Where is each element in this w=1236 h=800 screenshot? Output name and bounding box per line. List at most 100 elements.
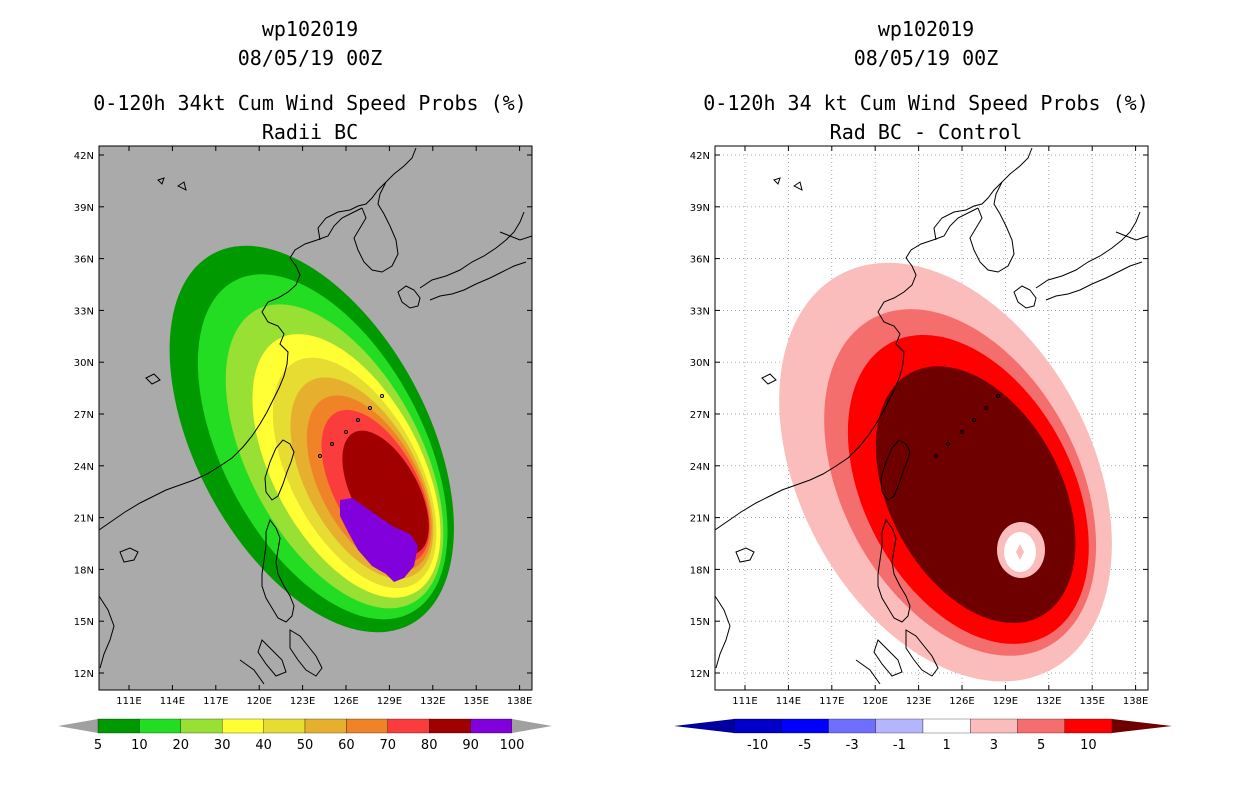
left-colorbar-bin: [97, 718, 140, 734]
right-lat-label: 21N: [690, 514, 710, 525]
right-title-date: 08/05/19 00Z: [853, 46, 999, 70]
left-colorbar-label: 60: [338, 738, 355, 753]
left-colorbar-label: 80: [421, 738, 438, 753]
left-colorbar-label: 90: [462, 738, 479, 753]
right-colorbar-label: -10: [747, 738, 768, 753]
right-axes: 42N 39N 36N 33N 30N 27N 24N 21N 18N 15N 12N 111E 114…: [690, 146, 1148, 707]
right-title-storm: wp102019: [877, 17, 975, 41]
right-colorbar-bin: [781, 718, 829, 734]
right-colorbar-label: 5: [1037, 738, 1045, 753]
left-colorbar-label: 100: [500, 738, 525, 753]
left-lat-label: 39N: [74, 203, 94, 214]
right-lon-label: 117E: [819, 696, 844, 707]
left-colorbar-bin: [263, 718, 306, 734]
right-colorbar-bin: [875, 718, 924, 734]
left-lat-label: 42N: [74, 151, 94, 162]
right-colorbar-bin: [1064, 718, 1113, 734]
right-lon-label: 126E: [949, 696, 974, 707]
left-colorbar-arrow-low: [58, 719, 98, 733]
right-colorbar-arrow-low: [674, 719, 734, 733]
right-colorbar-label: -5: [798, 738, 811, 753]
left-colorbar-bin: [222, 718, 264, 734]
right-colorbar-label: -1: [893, 738, 906, 753]
contour-80: [342, 430, 429, 555]
left-colorbar-label: 40: [255, 738, 272, 753]
left-colorbar-label: 10: [131, 738, 148, 753]
left-title-product: 0-120h 34kt Cum Wind Speed Probs (%): [93, 91, 527, 115]
right-local-minimum: [997, 522, 1045, 578]
right-lon-label: 123E: [906, 696, 931, 707]
left-colorbar-arrow-high: [512, 719, 552, 733]
right-lon-label: 114E: [776, 696, 801, 707]
right-lat-label: 18N: [690, 565, 710, 576]
left-colorbar-bin: [346, 718, 388, 734]
diff-minimum-center: [1016, 544, 1024, 560]
right-lat-label: 36N: [690, 255, 710, 266]
contour-90: [340, 498, 418, 582]
left-colorbar-label: 5: [94, 738, 102, 753]
right-lat-label: 15N: [690, 617, 710, 628]
right-lat-label: 30N: [690, 358, 710, 369]
left-lon-label: 111E: [116, 696, 141, 707]
left-title-storm: wp102019: [261, 17, 359, 41]
left-axes: 42N 39N 36N 33N 30N 27N 24N 21N 18N 15N 12N 111E 114…: [74, 146, 532, 707]
left-lat-label: 33N: [74, 306, 94, 317]
left-lon-label: 123E: [290, 696, 315, 707]
right-colorbar-arrow-high: [1112, 719, 1172, 733]
left-lon-label: 138E: [507, 696, 532, 707]
left-title-date: 08/05/19 00Z: [237, 46, 383, 70]
right-lon-label: 129E: [993, 696, 1018, 707]
left-lon-label: 120E: [246, 696, 271, 707]
left-lon-label: 135E: [463, 696, 488, 707]
right-colorbar: -10 -5 -3 -1 1 3 5 10: [674, 718, 1172, 753]
left-lat-label: 24N: [74, 462, 94, 473]
right-lon-label: 111E: [732, 696, 757, 707]
right-lon-label: 138E: [1123, 696, 1148, 707]
right-lat-label: 39N: [690, 203, 710, 214]
right-lon-label: 120E: [862, 696, 887, 707]
right-colorbar-bin: [1017, 718, 1065, 734]
right-lon-label: 135E: [1079, 696, 1104, 707]
right-colorbar-bin: [828, 718, 876, 734]
left-colorbar-label: 20: [173, 738, 190, 753]
left-colorbar-bin: [139, 718, 181, 734]
left-lon-label: 132E: [420, 696, 445, 707]
left-title-subtitle: Radii BC: [261, 120, 359, 144]
right-colorbar-label: 3: [990, 738, 998, 753]
left-colorbar-bin: [429, 718, 471, 734]
left-colorbar-bin: [304, 718, 347, 734]
left-colorbar-bin: [470, 718, 513, 734]
left-lon-label: 114E: [160, 696, 185, 707]
left-lat-label: 12N: [74, 669, 94, 680]
right-lat-label: 33N: [690, 306, 710, 317]
left-lat-label: 21N: [74, 514, 94, 525]
right-colorbar-bin: [970, 718, 1018, 734]
left-colorbar-bin: [387, 718, 430, 734]
right-title-product: 0-120h 34 kt Cum Wind Speed Probs (%): [703, 91, 1149, 115]
right-colorbar-bin: [922, 718, 971, 734]
right-lon-label: 132E: [1036, 696, 1061, 707]
right-colorbar-label: -3: [846, 738, 859, 753]
left-colorbar-label: 50: [297, 738, 314, 753]
right-colorbar-label: 1: [942, 738, 950, 753]
right-lat-label: 42N: [690, 151, 710, 162]
right-lat-label: 12N: [690, 669, 710, 680]
left-lat-label: 30N: [74, 358, 94, 369]
right-lat-label: 24N: [690, 462, 710, 473]
left-lon-label: 117E: [203, 696, 228, 707]
left-lat-label: 36N: [74, 255, 94, 266]
left-colorbar: 5 10 20 30 40 50 60 70 80 90 100: [58, 718, 552, 753]
left-colorbar-bin: [180, 718, 223, 734]
left-lat-label: 18N: [74, 565, 94, 576]
left-map: [99, 146, 532, 690]
right-map-frame: [714, 145, 1149, 691]
left-lat-label: 15N: [74, 617, 94, 628]
right-title-subtitle: Rad BC - Control: [829, 120, 1023, 144]
left-colorbar-label: 30: [214, 738, 231, 753]
left-lon-label: 129E: [377, 696, 402, 707]
right-colorbar-bin: [733, 718, 782, 734]
right-lat-label: 27N: [690, 410, 710, 421]
right-colorbar-label: 10: [1080, 738, 1097, 753]
left-map-frame: [98, 145, 533, 691]
